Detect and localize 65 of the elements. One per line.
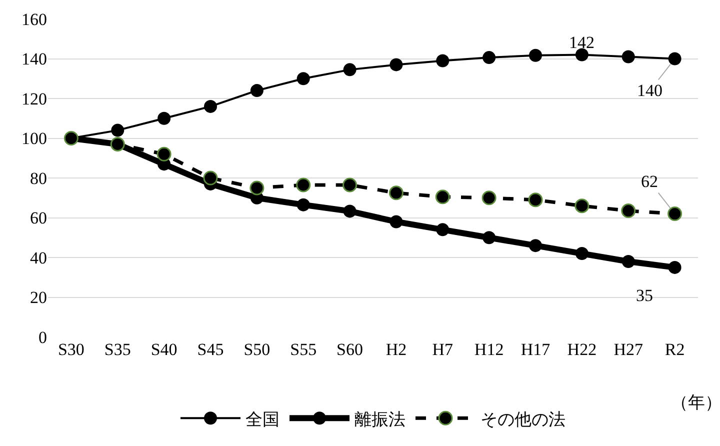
y-tick-label: 80 <box>30 168 47 188</box>
x-tick-label: H27 <box>614 340 644 359</box>
annotation: 140 <box>637 81 662 100</box>
point <box>156 146 172 162</box>
legend-label: 全国 <box>246 410 280 429</box>
y-tick-label: 120 <box>22 89 47 108</box>
x-tick-label: H22 <box>567 340 597 359</box>
y-tick-label: 0 <box>38 328 47 347</box>
point <box>296 72 310 86</box>
point <box>158 112 171 125</box>
point <box>528 192 543 208</box>
x-axis-title: （年） <box>671 393 720 412</box>
point <box>574 198 590 214</box>
y-tick-label: 140 <box>22 50 47 69</box>
point <box>482 51 496 64</box>
annotation: 35 <box>636 286 653 305</box>
point <box>342 178 358 192</box>
point <box>111 124 124 137</box>
point <box>622 50 635 64</box>
x-tick-label: S30 <box>58 340 84 359</box>
point <box>575 48 588 62</box>
point <box>436 223 450 236</box>
legend-label: 離振法 <box>354 410 406 429</box>
point <box>250 180 264 196</box>
x-tick-label: H12 <box>474 340 504 359</box>
point <box>343 63 356 76</box>
point <box>482 190 496 206</box>
x-tick-label: S40 <box>150 340 178 359</box>
y-tick-label: 160 <box>22 10 47 29</box>
x-tick-label: R2 <box>664 340 685 359</box>
point <box>482 231 496 244</box>
point <box>435 190 450 204</box>
point <box>622 254 635 268</box>
point <box>296 198 310 212</box>
annotation: 62 <box>641 172 658 191</box>
point <box>668 52 682 66</box>
point <box>390 58 403 72</box>
point <box>296 178 311 192</box>
point <box>529 239 542 252</box>
y-tick-label: 100 <box>22 129 47 148</box>
x-tick-label: H2 <box>386 340 407 359</box>
x-tick-label: S45 <box>197 340 224 359</box>
y-tick-label: 20 <box>30 288 47 308</box>
point <box>203 170 218 186</box>
y-tick-label: 60 <box>30 208 47 228</box>
x-tick-label: S60 <box>336 340 364 359</box>
x-tick-label: H17 <box>520 340 551 359</box>
point <box>250 84 264 98</box>
point <box>668 260 682 274</box>
point <box>621 204 636 218</box>
x-tick-label: S50 <box>244 340 270 359</box>
point <box>529 48 542 62</box>
y-tick-label: 40 <box>30 248 47 268</box>
annotation: 142 <box>569 33 594 52</box>
point <box>390 215 403 228</box>
point <box>388 186 404 200</box>
point <box>436 54 450 68</box>
point <box>204 100 217 113</box>
x-tick-label: H7 <box>432 340 454 359</box>
x-tick-label: S35 <box>104 340 131 359</box>
point <box>343 204 356 218</box>
x-tick-label: S55 <box>290 340 317 359</box>
legend-label: その他の法 <box>480 410 566 429</box>
point <box>575 247 588 260</box>
point <box>668 206 682 222</box>
